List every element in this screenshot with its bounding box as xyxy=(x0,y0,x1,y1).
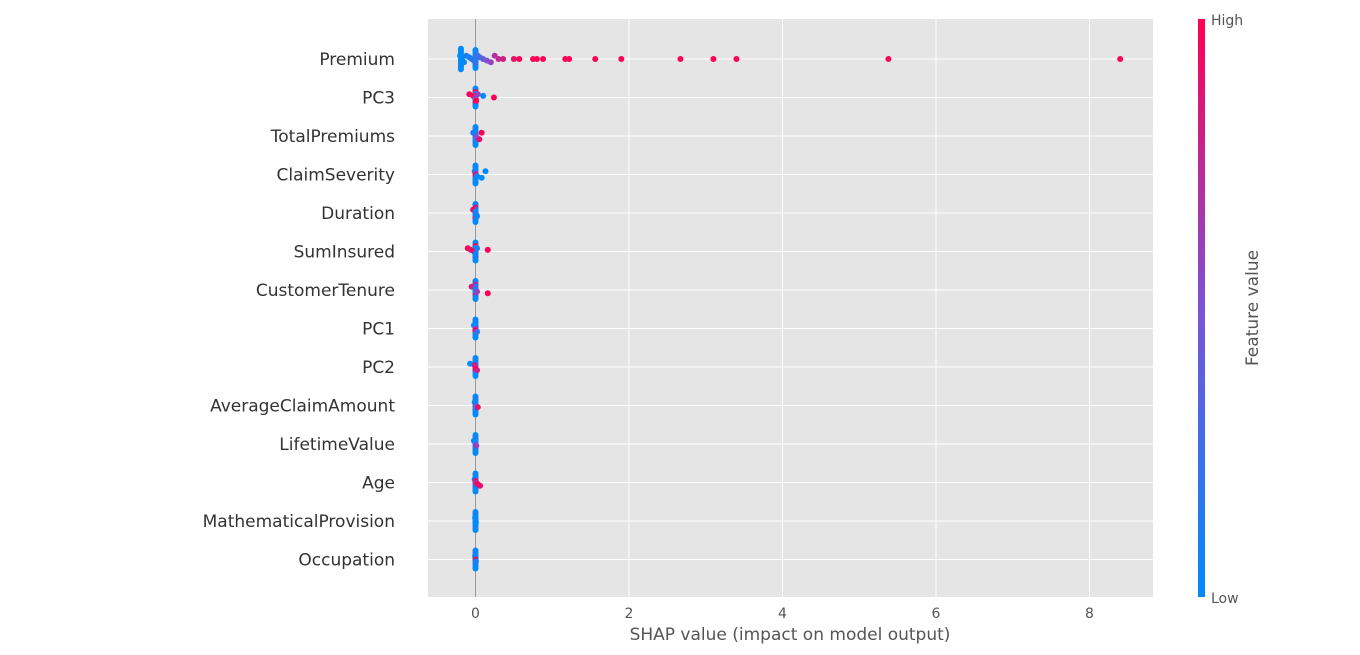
density-dot xyxy=(472,488,479,495)
shap-point xyxy=(500,56,507,62)
colorbar-title: Feature value xyxy=(1243,250,1263,366)
shap-point xyxy=(474,91,481,98)
shap-point xyxy=(490,94,497,101)
x-tick-labels: 0 2 4 6 8 xyxy=(471,606,1094,622)
shap-point xyxy=(482,168,489,175)
shap-point xyxy=(476,136,483,143)
density-dot xyxy=(472,565,479,572)
shap-point xyxy=(533,56,540,62)
density-dot xyxy=(472,411,479,418)
shap-point xyxy=(566,56,573,62)
shap-point xyxy=(467,360,474,367)
shap-point xyxy=(474,288,481,295)
density-dot xyxy=(472,527,479,533)
shap-point xyxy=(473,442,480,449)
shap-point xyxy=(474,173,481,180)
shap-point xyxy=(677,56,684,62)
feature-labels: Premium PC3 TotalPremiums ClaimSeverity Dura… xyxy=(203,50,396,571)
shap-point xyxy=(474,245,481,252)
feature-label: MathematicalProvision xyxy=(203,512,395,532)
colorbar-high-label: High xyxy=(1211,13,1243,29)
feature-label: ClaimSeverity xyxy=(276,166,395,186)
feature-label: PC3 xyxy=(362,89,395,109)
density-dot xyxy=(472,450,479,456)
feature-label: Duration xyxy=(321,204,395,224)
shap-point xyxy=(1117,56,1124,62)
density-dot xyxy=(472,334,479,341)
feature-label: Premium xyxy=(319,50,395,70)
feature-label: PC1 xyxy=(362,320,395,340)
shap-point xyxy=(472,251,479,258)
shap-point xyxy=(480,92,487,99)
shap-point xyxy=(472,558,479,565)
shap-point xyxy=(472,59,479,66)
shap-point xyxy=(478,174,485,181)
shap-point xyxy=(473,97,480,104)
shap-point xyxy=(474,367,481,374)
shap-point xyxy=(885,56,892,62)
density-dot xyxy=(472,373,479,379)
feature-label: AverageClaimAmount xyxy=(210,397,395,417)
shap-point xyxy=(618,56,625,62)
shap-point xyxy=(478,129,485,136)
shap-point xyxy=(710,56,717,62)
colorbar-gradient xyxy=(1198,19,1205,597)
feature-label: PC2 xyxy=(362,358,395,378)
colorbar: High Low Feature value xyxy=(1198,13,1263,607)
colorbar-low-label: Low xyxy=(1211,591,1239,607)
shap-point xyxy=(510,56,517,62)
density-dot xyxy=(472,257,479,264)
density-dot xyxy=(472,296,479,302)
feature-label: TotalPremiums xyxy=(270,127,395,147)
shap-point xyxy=(516,56,523,62)
x-tick-label: 8 xyxy=(1085,606,1094,622)
x-tick-label: 6 xyxy=(932,606,941,622)
feature-label: SumInsured xyxy=(294,243,395,263)
density-dot xyxy=(472,180,479,187)
shap-point xyxy=(472,519,479,526)
feature-label: Age xyxy=(362,474,395,494)
shap-point xyxy=(733,56,740,62)
feature-label: Occupation xyxy=(298,551,395,571)
shap-point xyxy=(484,290,491,297)
shap-point xyxy=(457,66,464,73)
density-dot xyxy=(472,219,479,225)
shap-point xyxy=(474,328,481,335)
shap-point xyxy=(474,404,481,411)
grid-layer xyxy=(428,19,1153,597)
x-tick-label: 2 xyxy=(625,606,634,622)
shap-point xyxy=(592,56,599,62)
density-dot xyxy=(472,103,479,110)
density-dot xyxy=(472,142,479,148)
x-tick-label: 4 xyxy=(778,606,787,622)
shap-point xyxy=(474,213,481,220)
shap-point xyxy=(484,246,491,253)
density-dot xyxy=(472,65,479,71)
shap-point xyxy=(487,59,494,66)
x-axis-title: SHAP value (impact on model output) xyxy=(630,625,951,645)
feature-label: CustomerTenure xyxy=(256,281,395,301)
shap-point xyxy=(540,56,547,62)
feature-label: LifetimeValue xyxy=(279,435,395,455)
shap-point xyxy=(495,56,502,62)
plot-area xyxy=(428,19,1153,597)
x-tick-label: 0 xyxy=(471,606,480,622)
points-layer xyxy=(457,45,1124,572)
shap-point xyxy=(477,482,484,489)
